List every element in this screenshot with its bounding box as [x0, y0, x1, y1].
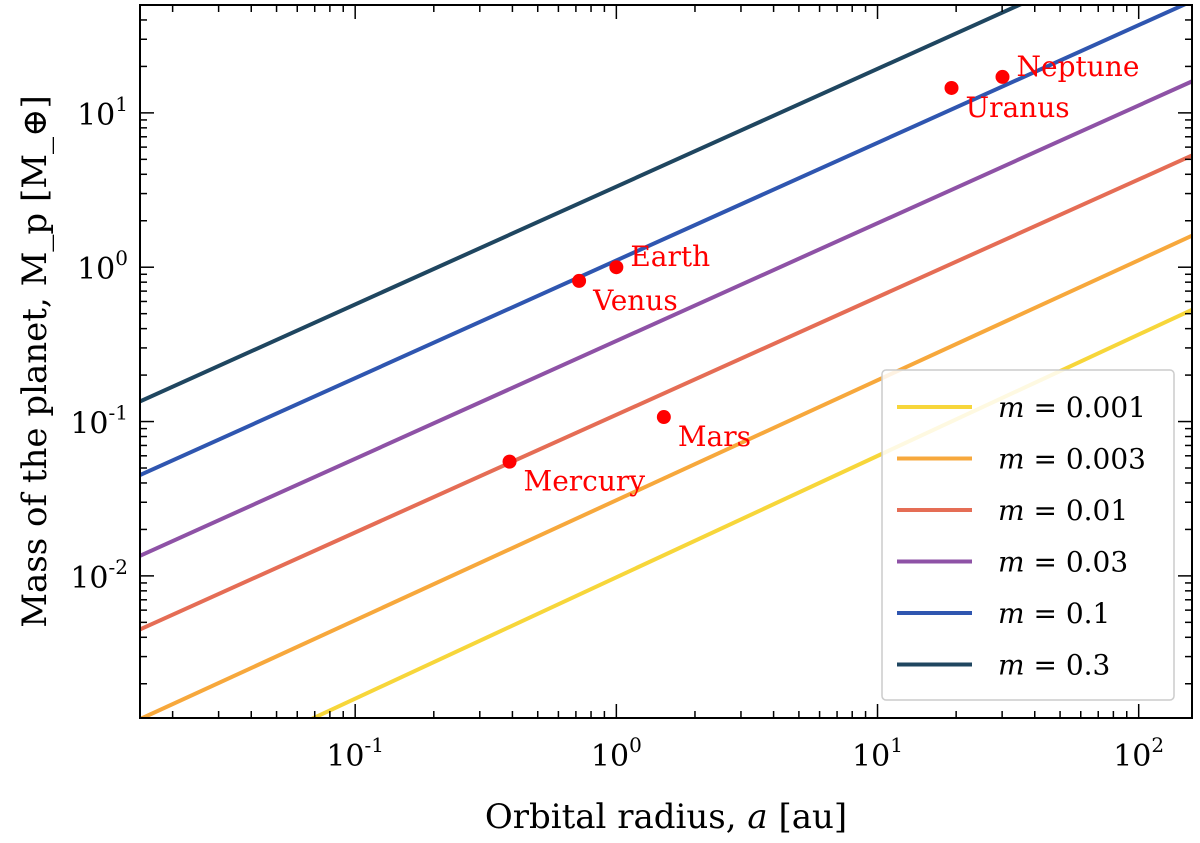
legend-label-5: m = 0.3 [998, 649, 1110, 682]
point-mars [656, 410, 671, 425]
label-uranus: Uranus [966, 91, 1070, 124]
series-line-1 [140, 233, 1192, 718]
point-mercury [502, 454, 517, 469]
legend-label-4: m = 0.1 [998, 597, 1110, 630]
legend-value: = 0.03 [1033, 546, 1128, 579]
y-tick-label: 10-2 [70, 555, 128, 596]
x-tick-label: 100 [591, 733, 642, 774]
y-axis-label: Mass of the planet, M_p [M_⊕] [15, 95, 55, 628]
x-tick-exp: 0 [629, 733, 642, 757]
x-tick-exp: -1 [365, 733, 384, 757]
legend-var: m [998, 649, 1033, 682]
legend-box [881, 369, 1175, 701]
y-tick-exp: 1 [115, 92, 128, 116]
point-neptune [995, 69, 1010, 84]
x-axis-label: Orbital radius, a [au] [485, 797, 847, 837]
legend-label-3: m = 0.03 [998, 546, 1128, 579]
point-uranus [944, 80, 959, 95]
legend-value: = 0.3 [1033, 649, 1110, 682]
legend-value: = 0.01 [1033, 494, 1128, 527]
y-tick-base: 10 [70, 407, 108, 442]
y-tick-label: 101 [77, 92, 128, 133]
legend-label-2: m = 0.01 [998, 494, 1128, 527]
x-tick-exp: 1 [890, 733, 903, 757]
legend-label-1: m = 0.003 [998, 443, 1146, 476]
point-earth [609, 260, 624, 275]
label-venus: Venus [592, 284, 678, 317]
y-tick-base: 10 [77, 98, 115, 133]
label-mars: Mars [678, 420, 751, 453]
x-tick-label: 101 [852, 733, 903, 774]
plot-frame [139, 4, 1193, 719]
legend-var: m [998, 391, 1033, 424]
y-tick-label: 100 [77, 246, 128, 287]
legend-value: = 0.003 [1033, 443, 1146, 476]
y-tick-label: 10-1 [70, 401, 128, 442]
y-tick-exp: -2 [109, 555, 128, 579]
y-tick-base: 10 [70, 561, 108, 596]
x-tick-label: 102 [1113, 733, 1164, 774]
x-tick-base: 10 [852, 739, 890, 774]
y-tick-exp: 0 [115, 246, 128, 270]
legend-var: m [998, 443, 1033, 476]
points-layer: Mercury Venus Earth Mars Uranus Neptune [502, 50, 1140, 498]
x-tick-base: 10 [326, 739, 364, 774]
legend-var: m [998, 597, 1033, 630]
label-mercury: Mercury [524, 465, 646, 498]
legend-var: m [998, 546, 1033, 579]
point-venus [572, 273, 587, 288]
x-tick-exp: 2 [1151, 733, 1164, 757]
y-tick-base: 10 [77, 252, 115, 287]
label-neptune: Neptune [1017, 50, 1140, 83]
legend-value: = 0.001 [1033, 391, 1146, 424]
series-line-3 [140, 79, 1192, 558]
x-tick-label: 10-1 [326, 733, 384, 774]
legend-value: = 0.1 [1033, 597, 1110, 630]
axis-labels: Orbital radius, a [au] Mass of the planet… [15, 95, 847, 837]
y-tick-exp: -1 [109, 401, 128, 425]
x-tick-base: 10 [1113, 739, 1151, 774]
legend-label-0: m = 0.001 [998, 391, 1146, 424]
legend-var: m [998, 494, 1033, 527]
series-line-5 [140, 5, 1024, 404]
label-earth: Earth [630, 240, 710, 273]
series-line-2 [140, 153, 1192, 632]
x-tick-base: 10 [591, 739, 629, 774]
series-line-4 [140, 5, 1189, 477]
